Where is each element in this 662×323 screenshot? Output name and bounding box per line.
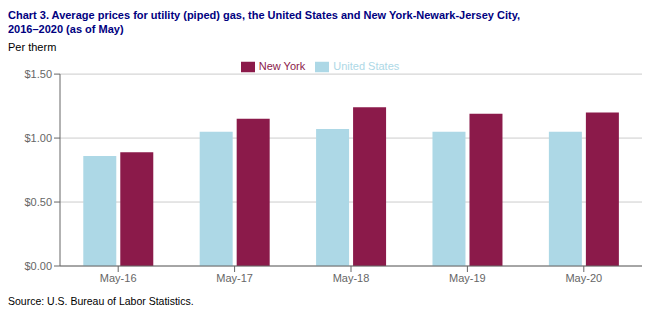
svg-text:May-18: May-18	[333, 272, 370, 284]
html-text:Source: U.S. Bureau of Labor S: Source: U.S. Bureau of Labor Statistics.	[8, 295, 194, 307]
html-text:Chart 3. Average prices for ut: Chart 3. Average prices for utility (pip…	[8, 9, 521, 21]
html-text:United States: United States	[333, 60, 400, 72]
html-text:2016–2020 (as of May): 2016–2020 (as of May)	[8, 23, 124, 35]
svg-text:May-17: May-17	[216, 272, 253, 284]
svg-text:$1.50: $1.50	[24, 68, 52, 80]
svg-text:$1.00: $1.00	[24, 132, 52, 144]
html-text:Per therm: Per therm	[8, 41, 57, 53]
svg-text:$0.50: $0.50	[24, 196, 52, 208]
html-text:New York: New York	[258, 60, 306, 72]
svg-text:May-19: May-19	[449, 272, 486, 284]
svg-text:May-20: May-20	[565, 272, 602, 284]
svg-text:$0.00: $0.00	[24, 260, 52, 272]
svg-text:May-16: May-16	[100, 272, 137, 284]
